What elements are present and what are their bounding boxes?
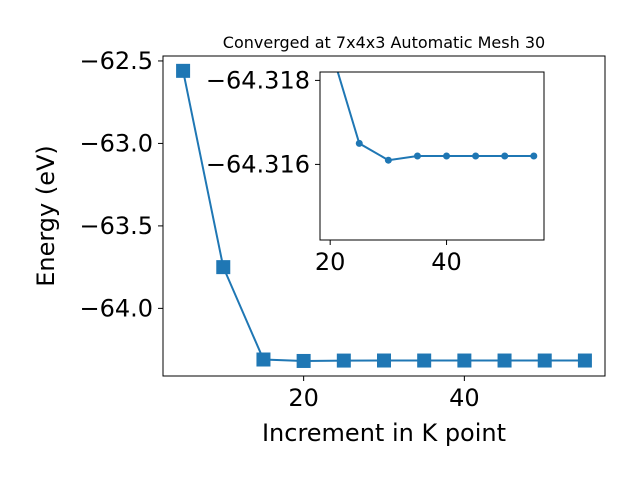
marker xyxy=(216,260,231,275)
y-tick-label: −62.5 xyxy=(79,47,153,75)
y-tick-label: −63.0 xyxy=(79,129,153,157)
marker xyxy=(443,152,451,160)
axes-frame xyxy=(162,55,606,377)
y-tick-label: −64.318 xyxy=(206,66,310,94)
marker xyxy=(384,156,392,164)
x-tick-label: 40 xyxy=(431,248,462,276)
marker xyxy=(577,353,592,368)
marker xyxy=(530,152,538,160)
marker xyxy=(501,152,509,160)
y-tick-label: −64.0 xyxy=(79,294,153,322)
x-tick-label: 20 xyxy=(288,384,319,412)
plot-content xyxy=(176,63,592,368)
plot-content xyxy=(336,72,538,164)
x-tick-label: 40 xyxy=(449,384,480,412)
chart-title: Converged at 7x4x3 Automatic Mesh 30 xyxy=(223,33,545,52)
marker xyxy=(336,353,351,368)
marker xyxy=(417,353,432,368)
marker xyxy=(256,352,271,367)
marker xyxy=(497,353,512,368)
y-tick-label: −64.316 xyxy=(206,150,310,178)
marker xyxy=(457,353,472,368)
y-axis-label: Energy (eV) xyxy=(32,145,60,287)
x-tick-label: 20 xyxy=(315,248,346,276)
marker xyxy=(296,353,311,368)
series-line xyxy=(336,72,534,162)
marker xyxy=(355,139,363,147)
axes-frame xyxy=(319,71,545,241)
y-tick-label: −63.5 xyxy=(79,212,153,240)
marker xyxy=(377,353,391,368)
marker xyxy=(176,63,191,78)
marker xyxy=(413,152,421,160)
marker xyxy=(537,353,552,368)
x-axis-label: Increment in K point xyxy=(262,419,506,447)
marker xyxy=(472,152,480,160)
